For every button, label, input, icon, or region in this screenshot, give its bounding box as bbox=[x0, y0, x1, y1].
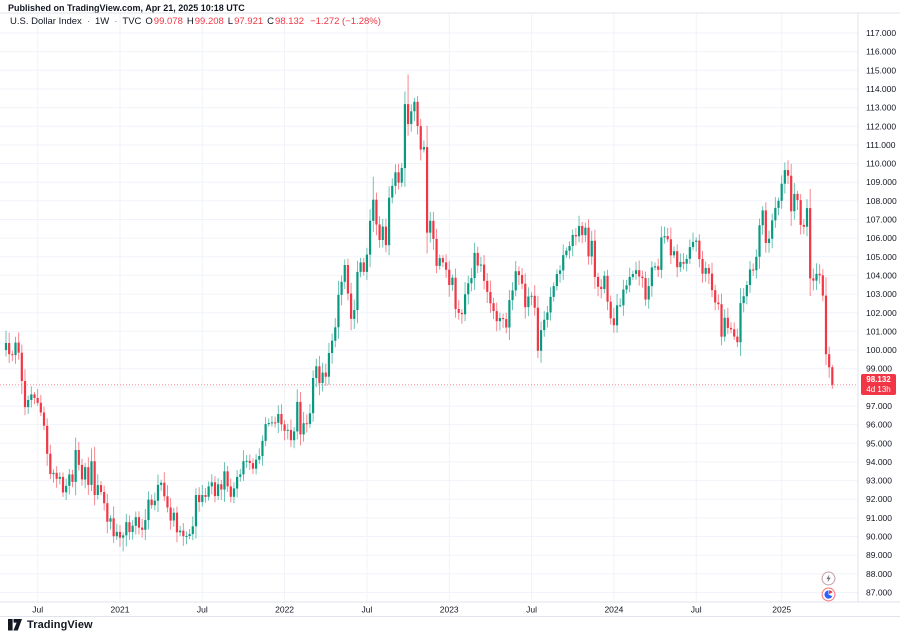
brand-name: TradingView bbox=[27, 619, 93, 631]
legend-separator: · bbox=[114, 16, 118, 27]
ohlc-low: L97.921 bbox=[227, 16, 264, 27]
price-tick: 110.000 bbox=[866, 159, 896, 169]
ohlc-open: O99.078 bbox=[145, 16, 183, 27]
price-tick: 102.000 bbox=[866, 308, 897, 318]
legend-separator: · bbox=[86, 16, 90, 27]
price-tick: 94.000 bbox=[866, 457, 892, 467]
price-tick: 92.000 bbox=[866, 494, 892, 504]
price-tick: 90.000 bbox=[866, 532, 892, 542]
price-scale[interactable]: 87.000 88.000 89.000 90.000 91.000 92.000 93.0… bbox=[866, 28, 897, 598]
time-tick: Jul bbox=[691, 605, 702, 615]
price-tick: 117.000 bbox=[866, 28, 896, 38]
price-tick: 99.000 bbox=[866, 364, 892, 374]
price-tick: 113.000 bbox=[866, 103, 896, 113]
price-tick: 104.000 bbox=[866, 270, 897, 280]
boost-lightning-icon[interactable] bbox=[821, 571, 836, 586]
time-tick: Jul bbox=[361, 605, 372, 615]
published-note: Published on TradingView.com, Apr 21, 20… bbox=[8, 3, 245, 13]
interval-value[interactable]: 1W bbox=[94, 16, 110, 27]
price-tick: 109.000 bbox=[866, 177, 897, 187]
change-value: −1.272 (−1.28%) bbox=[310, 16, 381, 27]
time-tick: 2021 bbox=[111, 605, 130, 615]
time-tick: 2022 bbox=[275, 605, 294, 615]
market-closed-icon[interactable] bbox=[821, 587, 836, 602]
time-tick: Jul bbox=[197, 605, 208, 615]
price-tick: 115.000 bbox=[866, 65, 896, 75]
symbol-name[interactable]: U.S. Dollar Index bbox=[10, 16, 82, 27]
price-tick: 91.000 bbox=[866, 513, 892, 523]
price-tick: 114.000 bbox=[866, 84, 896, 94]
footer-branding[interactable]: TradingView bbox=[8, 619, 93, 631]
price-tick: 89.000 bbox=[866, 550, 892, 560]
price-tick: 111.000 bbox=[866, 140, 896, 150]
time-scale[interactable]: Jul 2021 Jul 2022 Jul 2023 Jul 2024 Jul 2025 bbox=[32, 605, 791, 615]
price-tick: 100.000 bbox=[866, 345, 897, 355]
price-tick: 108.000 bbox=[866, 196, 897, 206]
price-tick: 103.000 bbox=[866, 289, 897, 299]
price-tick: 95.000 bbox=[866, 438, 892, 448]
price-tick: 97.000 bbox=[866, 401, 892, 411]
last-price-badge: 98.132 4d 13h bbox=[861, 374, 896, 395]
price-tick: 93.000 bbox=[866, 476, 892, 486]
bar-countdown: 4d 13h bbox=[866, 385, 891, 394]
price-tick: 116.000 bbox=[866, 47, 896, 57]
candles bbox=[4, 74, 834, 552]
time-tick: 2025 bbox=[772, 605, 791, 615]
time-tick: 2023 bbox=[440, 605, 459, 615]
ohlc-high: H99.208 bbox=[186, 16, 224, 27]
price-tick: 87.000 bbox=[866, 588, 892, 598]
last-price: 98.132 bbox=[866, 375, 891, 384]
price-tick: 96.000 bbox=[866, 420, 892, 430]
tradingview-logo-icon bbox=[8, 619, 22, 631]
symbol-legend[interactable]: U.S. Dollar Index · 1W · TVC O99.078 H99… bbox=[10, 16, 381, 27]
exchange-name: TVC bbox=[122, 16, 142, 27]
price-tick: 88.000 bbox=[866, 569, 892, 579]
price-tick: 112.000 bbox=[866, 121, 896, 131]
time-tick: 2024 bbox=[604, 605, 623, 615]
time-tick: Jul bbox=[32, 605, 43, 615]
price-tick: 105.000 bbox=[866, 252, 897, 262]
price-tick: 107.000 bbox=[866, 215, 897, 225]
time-tick: Jul bbox=[526, 605, 537, 615]
ohlc-close: C98.132 bbox=[267, 16, 305, 27]
price-tick: 101.000 bbox=[866, 326, 897, 336]
price-tick: 106.000 bbox=[866, 233, 897, 243]
